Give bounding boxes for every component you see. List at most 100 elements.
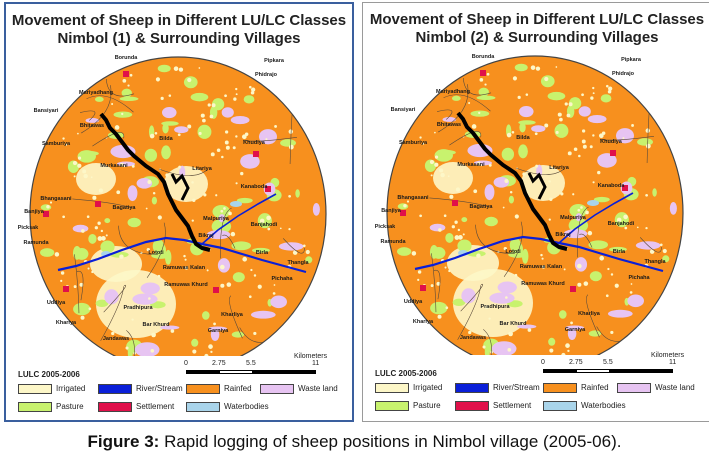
waterbody — [230, 201, 242, 207]
legend-swatch — [455, 401, 489, 411]
legend-swatch — [18, 384, 52, 394]
wasteland-patch — [518, 105, 534, 118]
irrigated-speck — [60, 279, 63, 282]
irrigated-speck — [200, 113, 205, 118]
village-boundary — [442, 62, 478, 66]
irrigated-speck — [544, 76, 549, 82]
irrigated-speck — [422, 142, 425, 145]
pasture-patch — [637, 138, 653, 146]
settlement — [570, 286, 576, 292]
village-boundary — [76, 270, 84, 301]
irrigated-speck — [302, 244, 306, 248]
irrigated-speck — [479, 77, 484, 82]
irrigated-speck — [248, 295, 252, 299]
irrigated-speck — [220, 209, 224, 213]
irrigated-speck — [444, 266, 447, 269]
village-boundary — [282, 238, 305, 254]
irrigated-speck — [434, 155, 439, 159]
village-boundary — [596, 326, 623, 342]
wasteland-patch — [607, 309, 633, 318]
irrigated-speck — [60, 271, 65, 275]
pasture-patch — [600, 94, 612, 103]
irrigated-speck — [155, 77, 161, 82]
irrigated-speck — [226, 282, 232, 287]
irrigated-speck — [148, 297, 151, 300]
settlement — [452, 200, 458, 206]
village-label: Bar Khurd — [143, 322, 170, 328]
pasture-patch — [160, 244, 167, 257]
village-label: Banjahodi — [608, 221, 635, 227]
village-label: Lototi — [505, 249, 521, 255]
irrigated-speck — [610, 330, 614, 335]
wasteland-patch — [484, 184, 495, 201]
village-boundary — [462, 78, 492, 96]
irrigated-speck — [235, 135, 238, 138]
pasture-patch — [305, 256, 313, 264]
village-label: Kanaboda — [241, 184, 269, 190]
irrigated-speck — [178, 67, 184, 72]
figure-caption: Figure 3: Rapid logging of sheep positio… — [0, 432, 709, 452]
irrigated-speck — [92, 195, 97, 200]
wasteland-patch — [160, 325, 180, 330]
pasture-patch — [396, 247, 412, 256]
irrigated-speck — [589, 145, 593, 149]
pasture-patch — [73, 302, 91, 316]
irrigated-speck — [471, 124, 477, 129]
settlement — [622, 185, 628, 191]
irrigated-speck — [230, 231, 236, 237]
irrigated-speck — [445, 306, 449, 310]
irrigated-speck — [203, 193, 207, 197]
village-label: Jandawas — [460, 335, 486, 341]
irrigated-speck — [114, 125, 120, 130]
irrigated-speck — [100, 229, 104, 233]
village-label: Bagatiya — [113, 205, 137, 211]
pasture-patch — [457, 239, 472, 253]
village-label: Khudiya — [600, 139, 623, 145]
irrigated-speck — [509, 191, 513, 194]
irrigated-speck — [241, 134, 247, 140]
village-boundary — [158, 168, 208, 176]
legend-title: LULC 2005-2006 — [375, 369, 437, 378]
settlement — [265, 186, 271, 192]
village-label: Banjiya — [381, 208, 402, 214]
irrigated-speck — [145, 207, 148, 210]
village-boundary — [599, 135, 654, 141]
irrigated-speck — [170, 329, 175, 333]
village-label: Birla — [613, 249, 626, 255]
irrigated-speck — [253, 274, 257, 277]
irrigated-speck — [242, 256, 248, 262]
village-label: Malpuriya — [560, 215, 587, 221]
irrigated-speck — [129, 73, 133, 77]
pasture-patch — [190, 92, 209, 102]
pasture-patch — [501, 147, 515, 161]
irrigated-speck — [419, 214, 422, 218]
pasture-patch — [161, 145, 171, 160]
irrigated-speck — [417, 270, 422, 274]
village-label: Ramuwas Kalan — [520, 264, 563, 270]
irrigated-speck — [82, 169, 87, 174]
pasture-patch — [197, 124, 212, 139]
map-layers — [387, 56, 683, 355]
irrigated-speck — [577, 263, 582, 269]
irrigated-speck — [559, 117, 563, 122]
village-label: Phidrajo — [255, 72, 278, 78]
irrigated-speck — [645, 226, 648, 230]
pasture-patch — [243, 95, 255, 104]
village-label: Borunda — [115, 55, 139, 61]
irrigated-speck — [645, 143, 651, 149]
irrigated-speck — [581, 139, 586, 144]
pasture-patch — [162, 123, 169, 134]
wasteland-patch — [574, 257, 588, 272]
irrigated-speck — [534, 132, 538, 136]
irrigated-speck — [49, 201, 53, 204]
village-boundary — [85, 63, 121, 67]
village-boundary — [638, 58, 670, 94]
irrigated-speck — [77, 132, 79, 135]
irrigated-speck — [232, 146, 236, 150]
village-label: Banjiya — [24, 209, 45, 215]
legend-swatch — [375, 383, 409, 393]
irrigated-speck — [598, 133, 604, 139]
pasture-patch — [476, 95, 496, 101]
irrigated-speck — [577, 208, 581, 212]
pasture-patch — [252, 247, 270, 253]
